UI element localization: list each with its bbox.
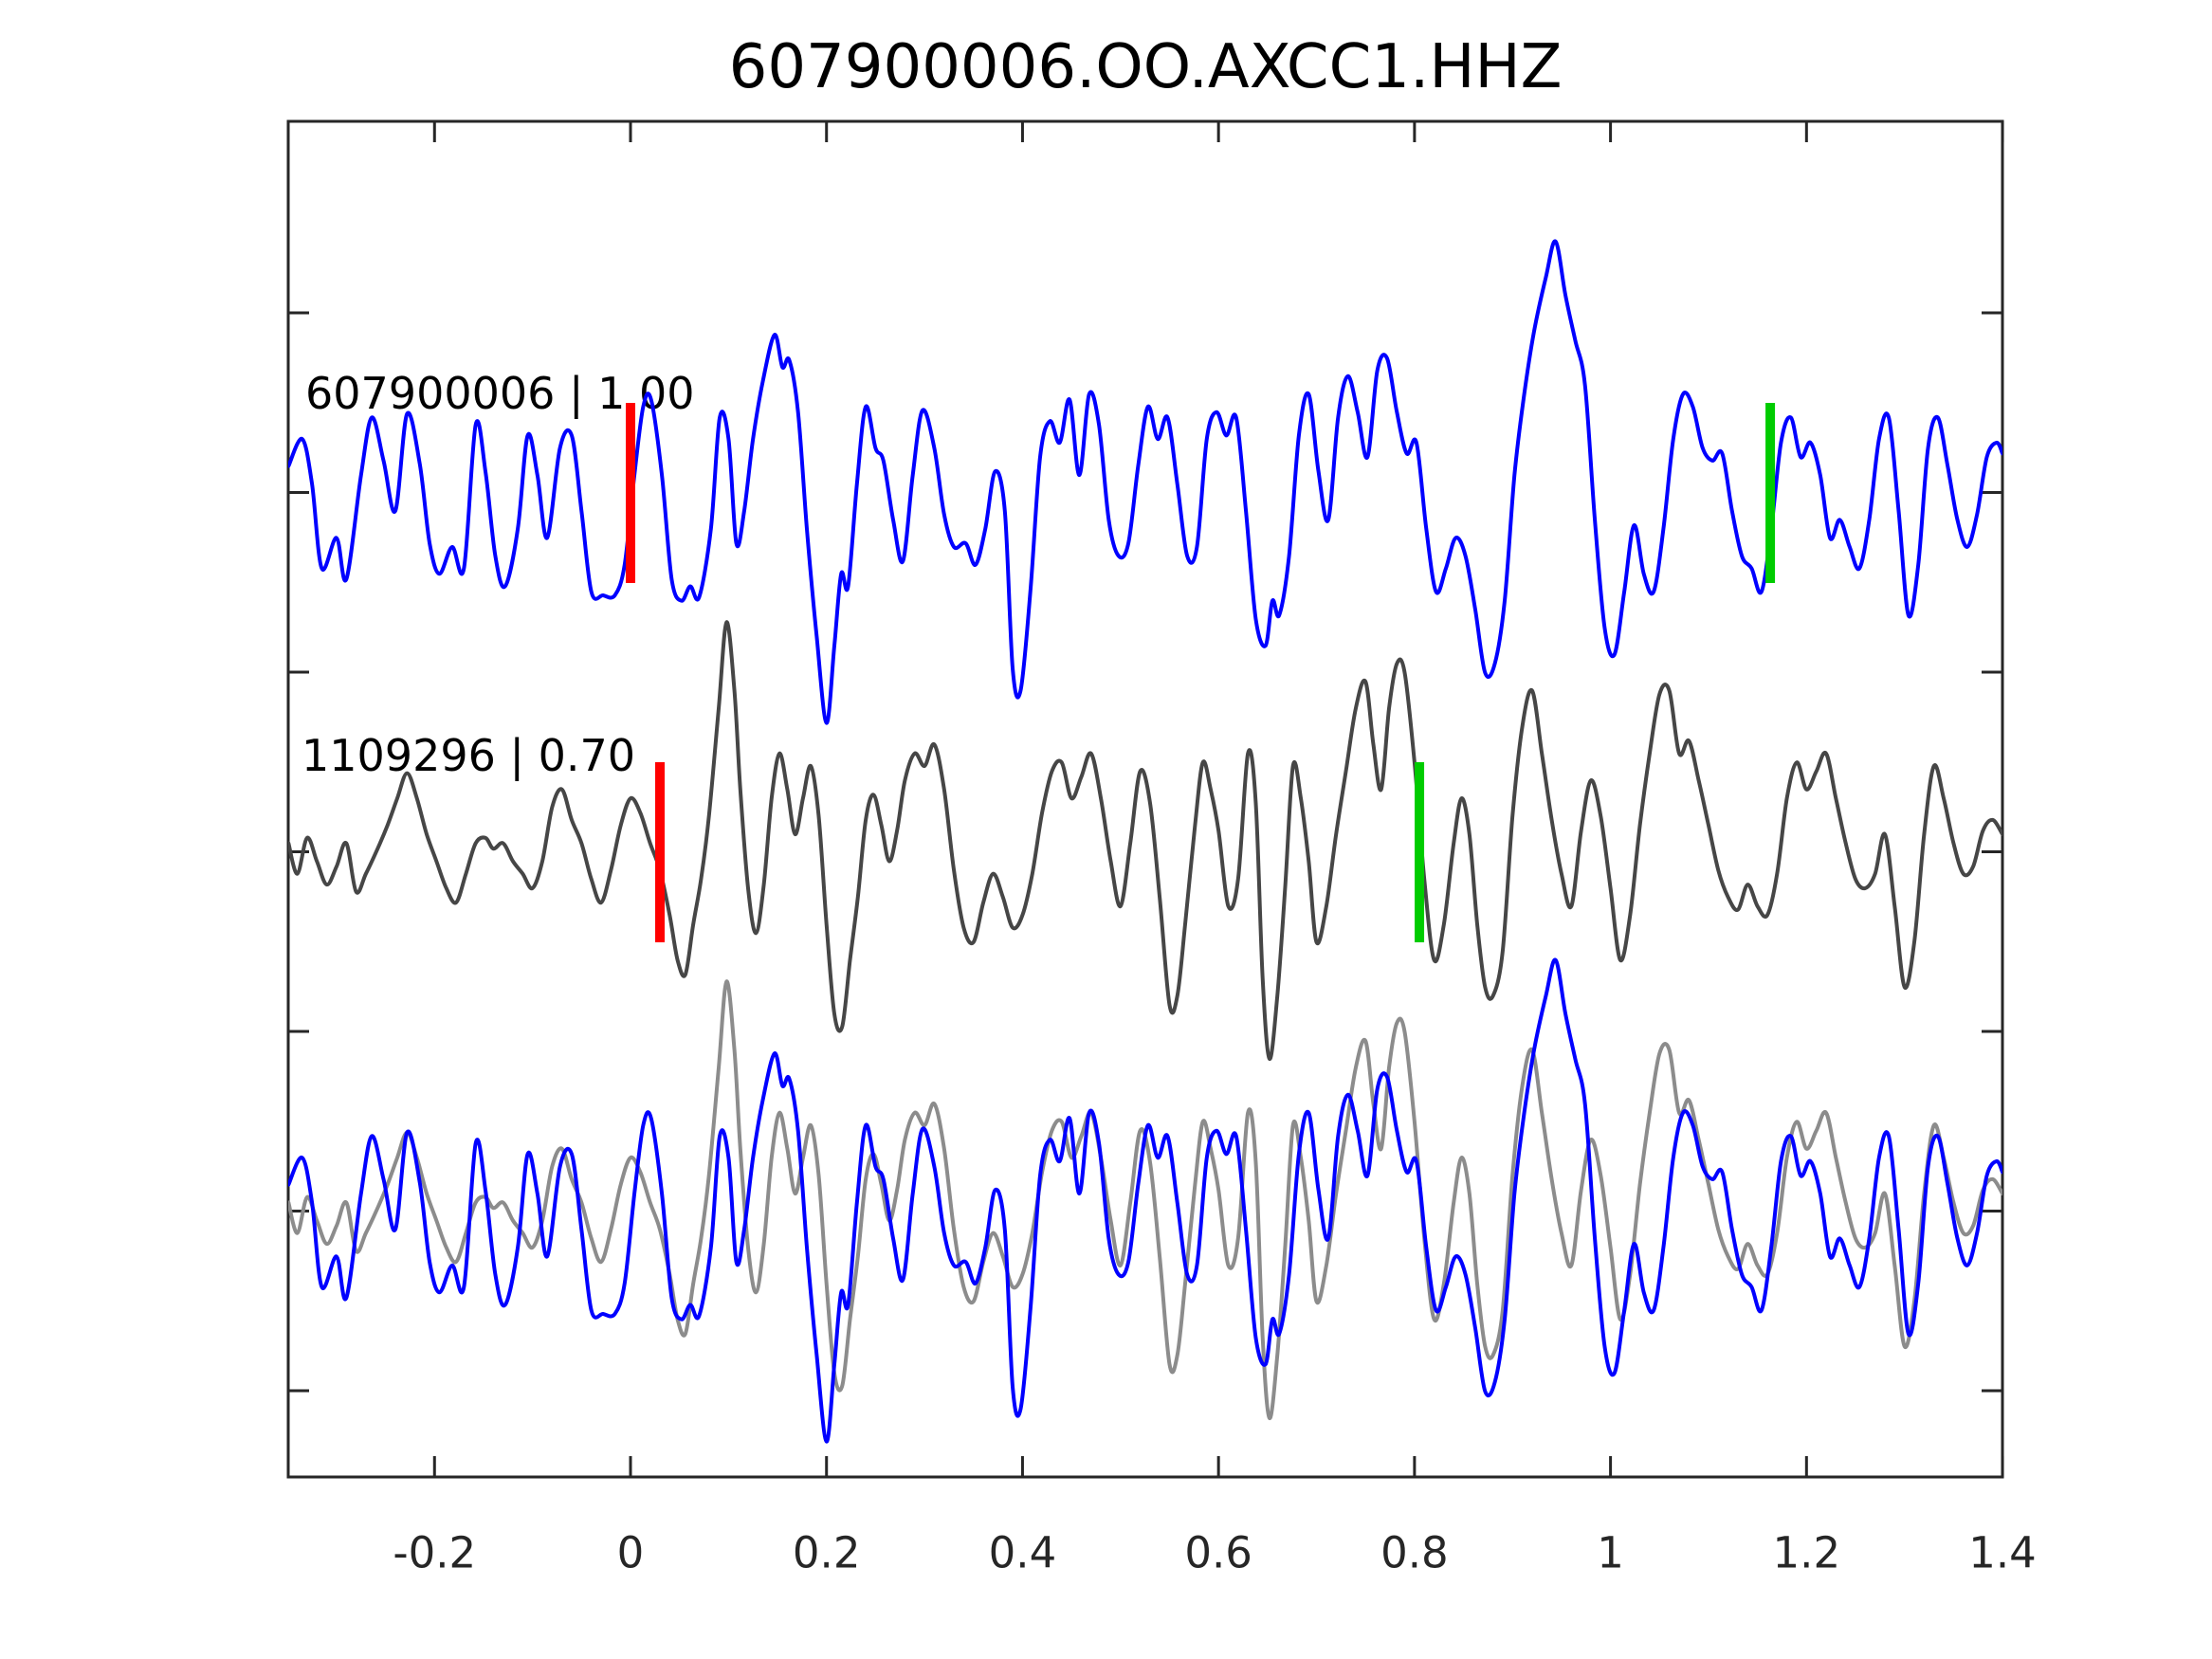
axes-frame [286, 119, 2004, 1479]
x-tick-label: 1.4 [1968, 1528, 2037, 1578]
x-tick-label: 0 [617, 1528, 645, 1578]
x-tick-label: 0.8 [1380, 1528, 1449, 1578]
trace-label-template: 1109296 | 0.70 [302, 730, 636, 781]
template-green-pick-marker [1415, 762, 1425, 942]
x-tick-label: 0.4 [989, 1528, 1057, 1578]
detection-detection-trace [288, 239, 2002, 725]
overlay-overlay_template-trace [288, 979, 2002, 1420]
x-tick-label: 1 [1597, 1528, 1624, 1578]
template-template-trace [288, 620, 2002, 1061]
x-tick-label: 0.2 [793, 1528, 861, 1578]
x-tick-label: 1.2 [1773, 1528, 1841, 1578]
detection-red-pick-marker [626, 403, 635, 583]
x-tick-label: 0.6 [1184, 1528, 1252, 1578]
template-red-pick-marker [655, 762, 666, 942]
figure-title: 607900006.OO.AXCC1.HHZ [728, 32, 1563, 102]
x-tick-label: -0.2 [393, 1528, 476, 1578]
overlay-detection-trace [288, 957, 2002, 1444]
detection-green-pick-marker [1765, 403, 1776, 583]
